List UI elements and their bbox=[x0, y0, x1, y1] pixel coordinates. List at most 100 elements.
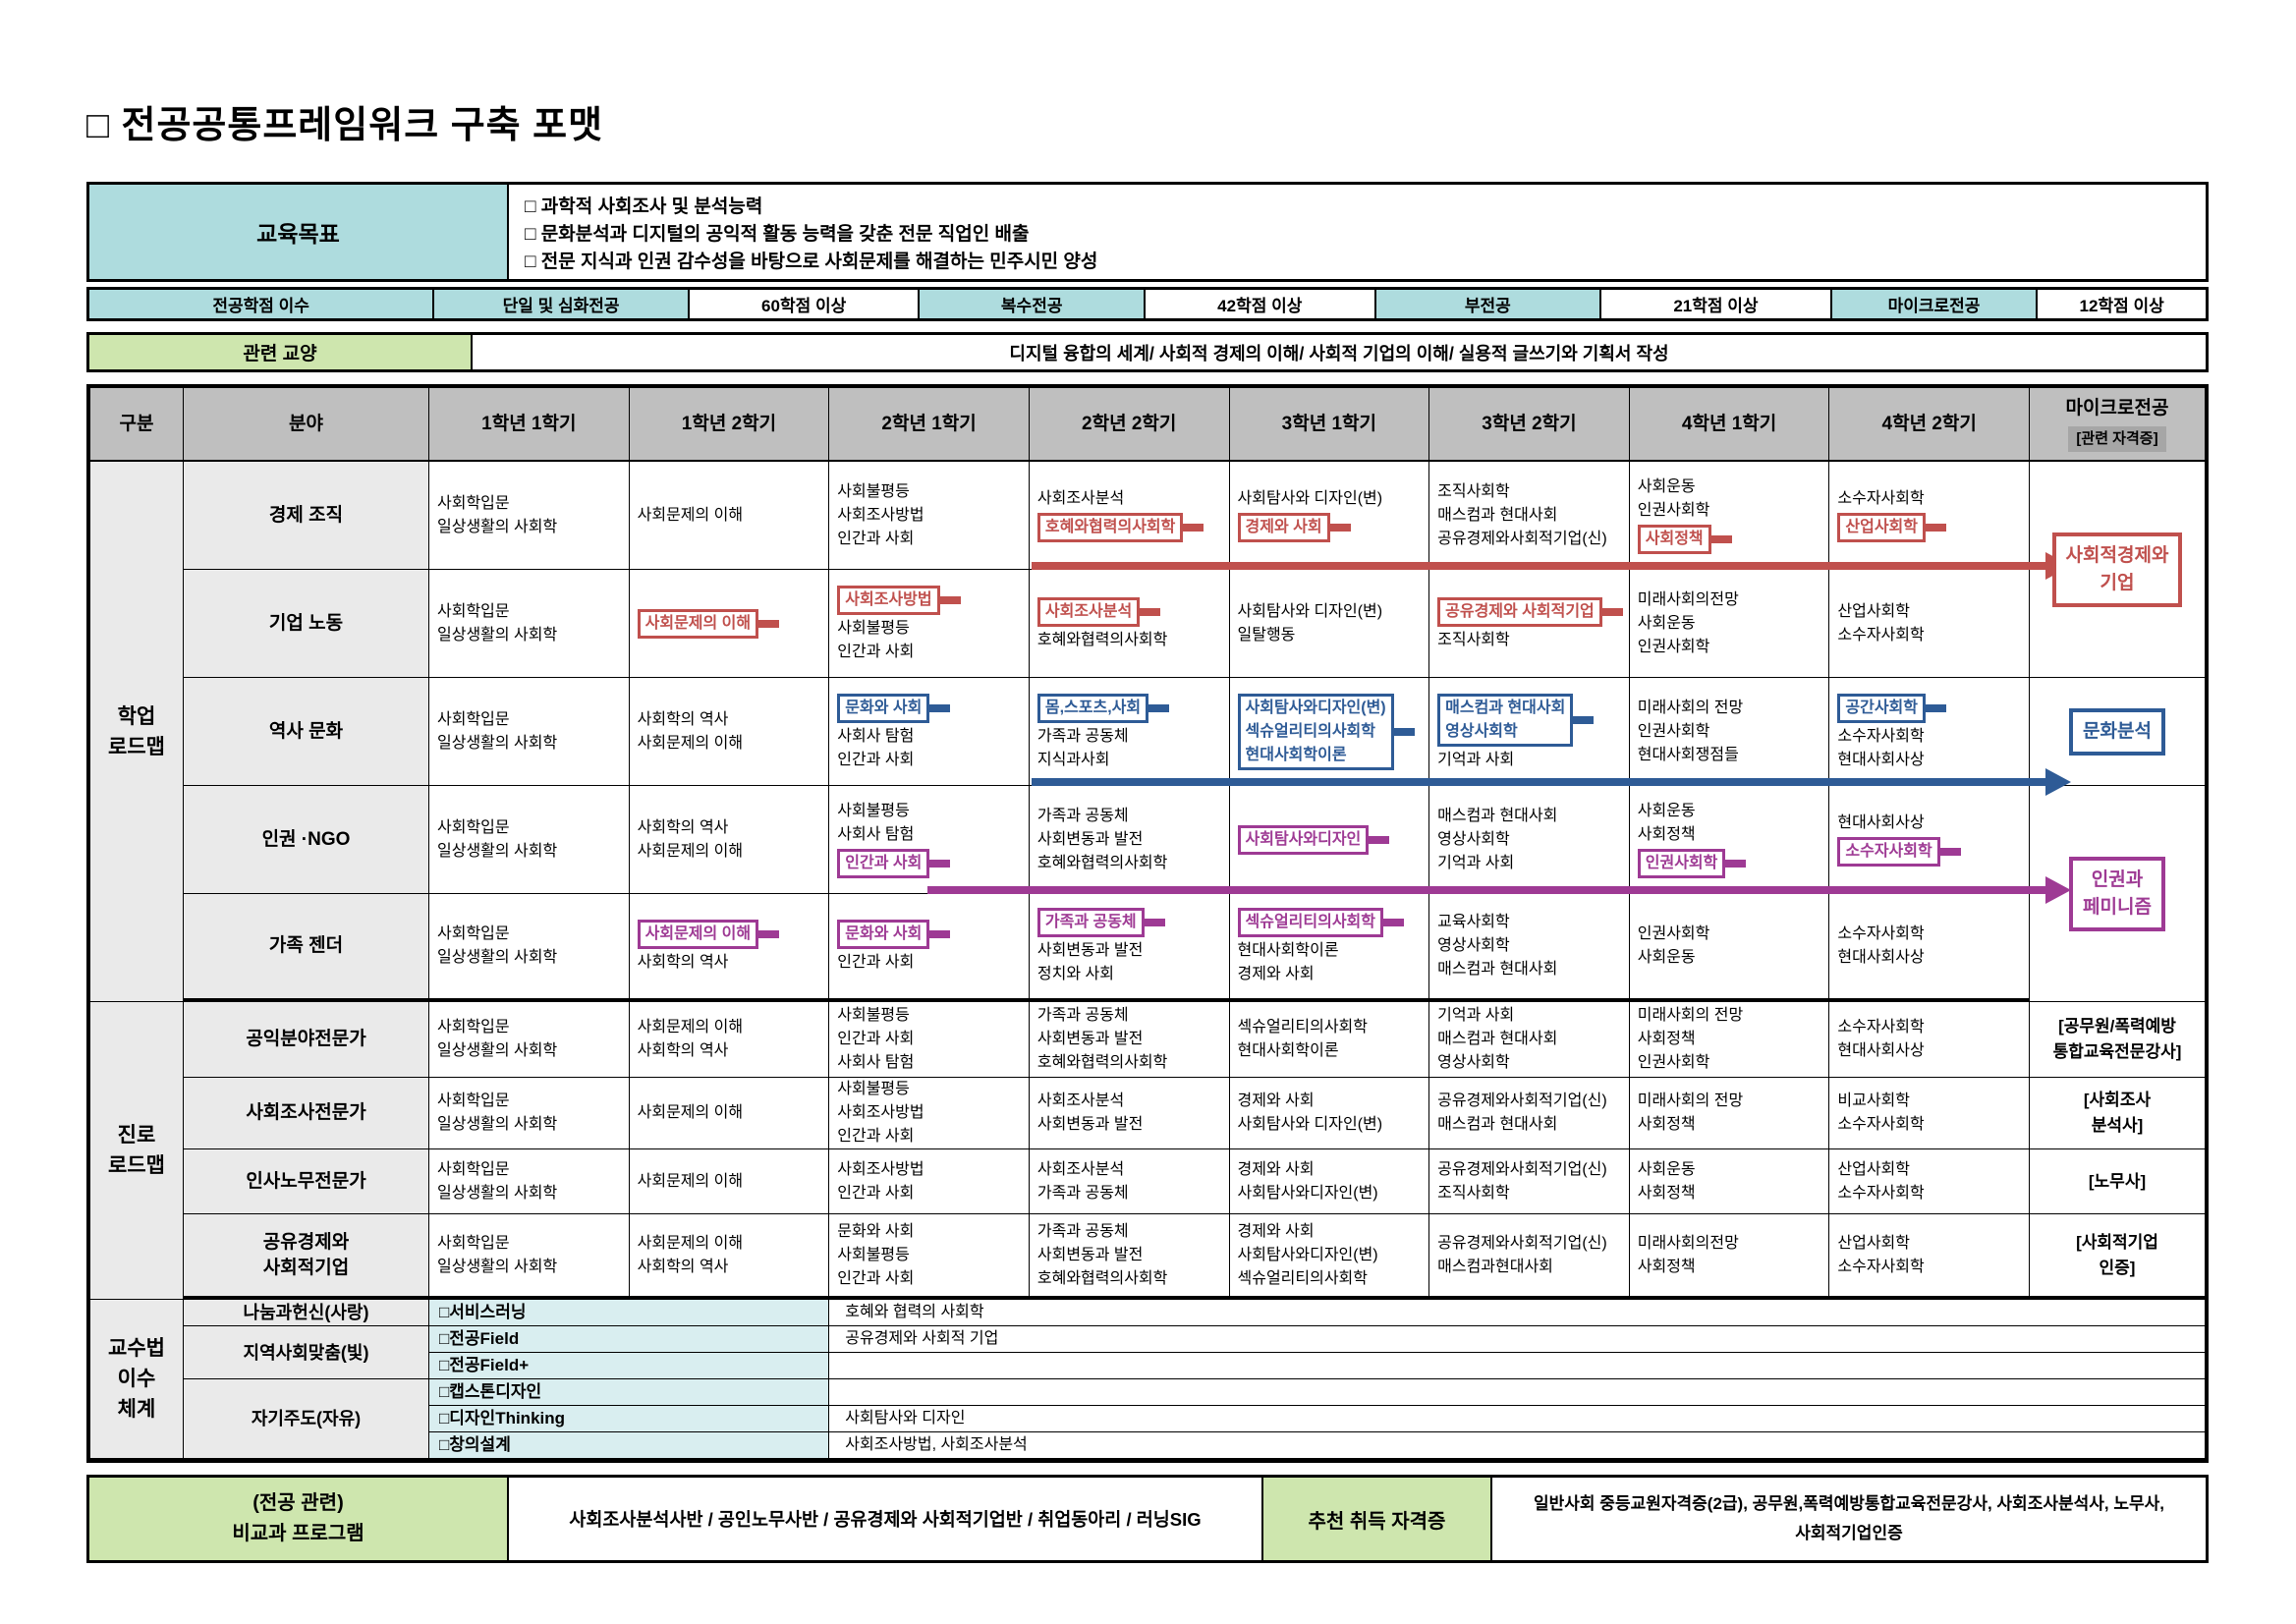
text-line: 사회탐사와디자인 bbox=[1245, 830, 1362, 848]
column-header: 분야 bbox=[184, 388, 429, 462]
field-label: 역사 문화 bbox=[184, 678, 429, 786]
semester-cell: 문화와 사회 인간과 사회 bbox=[829, 894, 1030, 1002]
course-name: 사회학의 역사 bbox=[637, 1042, 729, 1059]
course-name: 사회불평등 bbox=[837, 1246, 910, 1263]
teaching-content-cell bbox=[829, 1379, 2205, 1406]
teaching-method-cell: □디자인Thinking bbox=[429, 1406, 830, 1432]
semester-cell: 사회학의 역사 사회문제의 이해 bbox=[629, 678, 830, 786]
course-name: 사회탐사와디자인(변) bbox=[1237, 1246, 1378, 1263]
course-name: 사회변동과 발전 bbox=[1036, 942, 1144, 959]
field-label: 경제 조직 bbox=[184, 462, 429, 570]
course-name: 호혜와협력의사회학 bbox=[1036, 1269, 1168, 1287]
course-name: 공유경제와사회적기업(신) bbox=[1437, 1160, 1607, 1178]
course-name: 현대사회사상 bbox=[1837, 1042, 1925, 1059]
semester-cell: 사회문제의 이해 bbox=[629, 1149, 830, 1214]
course-name: 현대사회사상 bbox=[1837, 813, 1925, 831]
highlighted-course-box: 호혜와협력의사회학 bbox=[1036, 512, 1204, 542]
extracurricular-block: (전공 관련) 비교과 프로그램 사회조사분석사반 / 공인노무사반 / 공유경… bbox=[86, 1475, 2209, 1563]
highlighted-course-box: 경제와 사회 bbox=[1237, 512, 1351, 542]
highlighted-course-box: 공유경제와 사회적기업 bbox=[1437, 596, 1623, 627]
semester-cell: 조직사회학 매스컴과 현대사회 공유경제와사회적기업(신) bbox=[1429, 462, 1630, 570]
course-name: 사회불평등 bbox=[837, 802, 910, 819]
course-name: 매스컴과 현대사회 bbox=[1437, 1031, 1558, 1047]
course-name: 사회문제의 이해 bbox=[637, 1234, 744, 1252]
course-name: 현대사회학이론 bbox=[1237, 1042, 1339, 1059]
course-name: 가족과 공동체 bbox=[1036, 1007, 1129, 1024]
text-line: 공간사회학 bbox=[1845, 699, 1918, 716]
semester-cell: 비교사회학 소수자사회학 bbox=[1829, 1078, 2030, 1149]
highlighted-course-box: 인간과 사회 bbox=[837, 848, 951, 878]
text-line: 인증] bbox=[2099, 1258, 2136, 1277]
teaching-group-label: 지역사회맞춤(빛) bbox=[184, 1326, 429, 1379]
course-name: 공유경제와사회적기업(신) bbox=[1437, 1092, 1607, 1109]
semester-cell: 사회학의 역사 사회문제의 이해 bbox=[629, 786, 830, 894]
credit-cell: 전공학점 이수 bbox=[89, 290, 435, 318]
course-name: 영상사회학 bbox=[1437, 937, 1510, 954]
course-name: 사회학입문 bbox=[437, 710, 510, 728]
semester-cell: 산업사회학 소수자사회학 bbox=[1829, 1149, 2030, 1214]
credit-cell: 복수전공 bbox=[920, 290, 1146, 318]
semester-cell: 사회불평등 인간과 사회 사회사 탐험 bbox=[829, 1002, 1030, 1078]
semester-cell: 산업사회학 소수자사회학 bbox=[1829, 1214, 2030, 1300]
semester-cell: 미래사회의 전망 사회정책 인권사회학 bbox=[1629, 1002, 1830, 1078]
extracurricular-programs: 사회조사분석사반 / 공인노무사반 / 공유경제와 사회적기업반 / 취업동아리… bbox=[509, 1478, 1263, 1560]
credit-cell: 21학점 이상 bbox=[1601, 290, 1832, 318]
column-header: 2학년 1학기 bbox=[829, 388, 1030, 462]
course-name: 가족과 공동체 bbox=[1036, 1184, 1129, 1202]
semester-cell: 공유경제와사회적기업(신) 조직사회학 bbox=[1429, 1149, 1630, 1214]
teaching-content-cell: 공유경제와 사회적 기업 bbox=[829, 1326, 2205, 1353]
course-name: 사회불평등 bbox=[837, 1081, 910, 1097]
semester-cell: 소수자사회학 산업사회학 bbox=[1829, 462, 2030, 570]
course-name: 사회탐사와 디자인(변) bbox=[1237, 602, 1383, 620]
section-label: 진로 로드맵 bbox=[90, 1002, 184, 1300]
semester-cell: 사회학입문 일상생활의 사회학 bbox=[429, 1002, 630, 1078]
course-name: 경제와 사회 bbox=[1237, 1092, 1315, 1109]
semester-cell: 사회조사방법 인간과 사회 bbox=[829, 1149, 1030, 1214]
course-name: 사회조사분석 bbox=[1036, 1092, 1125, 1109]
course-name: 일상생활의 사회학 bbox=[437, 518, 558, 535]
field-label: 기업 노동 bbox=[184, 570, 429, 678]
text-line: 공유경제와 bbox=[262, 1231, 350, 1253]
semester-cell: 사회문제의 이해 사회학의 역사 bbox=[629, 1002, 830, 1078]
course-name: 일상생활의 사회학 bbox=[437, 1116, 558, 1133]
text-line: 호혜와협력의사회학 bbox=[1044, 518, 1176, 535]
extracurricular-label: (전공 관련) 비교과 프로그램 bbox=[89, 1478, 509, 1560]
text-line: 공익분야전문가 bbox=[246, 1029, 366, 1049]
semester-cell: 몸,스포츠,사회 가족과 공동체 지식과사회 bbox=[1029, 678, 1230, 786]
semester-cell: 사회학입문 일상생활의 사회학 bbox=[429, 1214, 630, 1300]
highlighted-course-box: 사회탐사와디자인 bbox=[1237, 824, 1389, 855]
course-name: 일상생활의 사회학 bbox=[437, 842, 558, 860]
semester-cell: 인권사회학 사회운동 bbox=[1629, 894, 1830, 1002]
highlighted-course-box: 산업사회학 bbox=[1837, 512, 1946, 542]
text-line: 영상사회학 bbox=[1445, 722, 1518, 740]
course-name: 사회정책 bbox=[1637, 1184, 1696, 1202]
teaching-method-cell: □서비스러닝 bbox=[429, 1300, 830, 1326]
course-name: 일탈행동 bbox=[1237, 626, 1296, 644]
column-header: 4학년 2학기 bbox=[1829, 388, 2030, 462]
text-line: 로드맵 bbox=[108, 735, 165, 758]
text-line: 사회정책 bbox=[1645, 530, 1704, 547]
course-name: 일상생활의 사회학 bbox=[437, 1184, 558, 1202]
teaching-group-label: 나눔과헌신(사랑) bbox=[184, 1300, 429, 1326]
course-name: 사회정책 bbox=[1637, 1031, 1696, 1047]
semester-cell: 공유경제와사회적기업(신) 매스컴과현대사회 bbox=[1429, 1214, 1630, 1300]
course-name: 미래사회의 전망 bbox=[1637, 1007, 1744, 1024]
teaching-content-cell: 사회조사방법, 사회조사분석 bbox=[829, 1432, 2205, 1459]
course-name: 공유경제와사회적기업(신) bbox=[1437, 530, 1607, 547]
course-name: 사회변동과 발전 bbox=[1036, 1116, 1144, 1133]
text-line: 현대사회학이론 bbox=[1245, 746, 1347, 763]
course-name: 인간과 사회 bbox=[837, 954, 915, 971]
liberal-arts-courses: 디지털 융합의 세계/ 사회적 경제의 이해/ 사회적 기업의 이해/ 실용적 … bbox=[1009, 343, 1669, 364]
text-line: 체계 bbox=[117, 1398, 156, 1421]
text-line: 사회문제의 이해 bbox=[644, 614, 752, 632]
micro-major-box: 문화분석 bbox=[2069, 707, 2165, 756]
course-name: 소수자사회학 bbox=[1837, 626, 1925, 644]
semester-cell: 사회조사분석 가족과 공동체 bbox=[1029, 1149, 1230, 1214]
semester-cell: 사회탐사와디자인(변) 섹슈얼리티의사회학 현대사회학이론 bbox=[1229, 678, 1430, 786]
text-line: 사회문제의 이해 bbox=[644, 925, 752, 942]
semester-cell: 가족과 공동체 사회변동과 발전 호혜와협력의사회학 bbox=[1029, 1214, 1230, 1300]
course-name: 현대사회학이론 bbox=[1237, 942, 1339, 959]
course-name: 사회탐사와 디자인(변) bbox=[1237, 1116, 1383, 1133]
course-name: 일상생활의 사회학 bbox=[437, 1258, 558, 1275]
course-name: 영상사회학 bbox=[1437, 830, 1510, 848]
